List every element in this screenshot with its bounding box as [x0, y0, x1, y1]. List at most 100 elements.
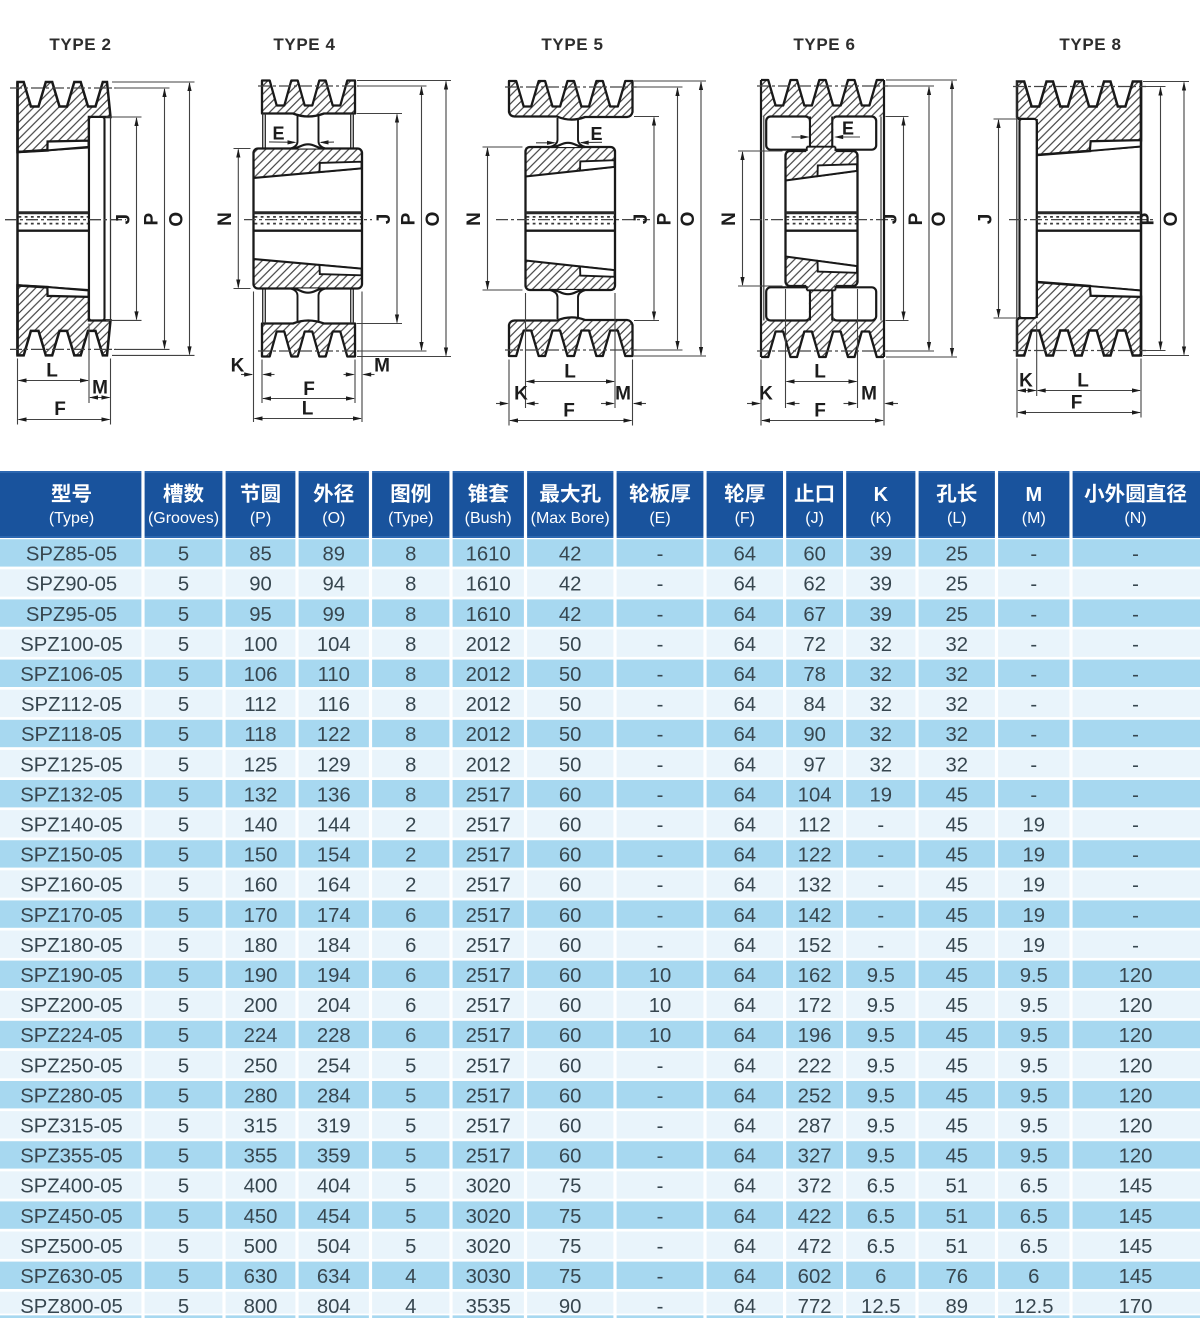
svg-text:6.5: 6.5 — [1020, 1206, 1048, 1228]
svg-text:SPZ95-05: SPZ95-05 — [26, 604, 117, 626]
svg-text:O: O — [1161, 212, 1182, 227]
svg-text:-: - — [1030, 784, 1037, 806]
svg-text:5: 5 — [178, 1206, 189, 1228]
svg-text:8: 8 — [405, 664, 416, 686]
svg-text:252: 252 — [798, 1085, 832, 1107]
svg-text:M: M — [1025, 484, 1042, 506]
svg-text:9.5: 9.5 — [1020, 995, 1048, 1017]
svg-text:(P): (P) — [250, 510, 271, 527]
svg-text:1610: 1610 — [466, 604, 511, 626]
svg-text:5: 5 — [178, 604, 189, 626]
svg-text:M: M — [615, 384, 631, 405]
svg-text:359: 359 — [317, 1146, 351, 1168]
svg-text:196: 196 — [798, 1025, 832, 1047]
svg-text:772: 772 — [798, 1296, 832, 1318]
svg-text:2517: 2517 — [466, 1116, 511, 1138]
svg-text:75: 75 — [559, 1266, 582, 1288]
svg-text:800: 800 — [244, 1296, 278, 1318]
svg-text:SPZ125-05: SPZ125-05 — [20, 754, 123, 776]
svg-text:SPZ85-05: SPZ85-05 — [26, 544, 117, 566]
svg-text:154: 154 — [317, 845, 351, 867]
svg-text:2: 2 — [405, 875, 416, 897]
svg-text:3020: 3020 — [466, 1176, 511, 1198]
svg-text:P: P — [906, 212, 927, 225]
svg-text:90: 90 — [559, 1296, 582, 1318]
svg-text:(Grooves): (Grooves) — [148, 510, 219, 527]
svg-text:84: 84 — [803, 694, 826, 716]
svg-text:136: 136 — [317, 784, 351, 806]
svg-text:104: 104 — [317, 634, 351, 656]
svg-text:-: - — [1030, 634, 1037, 656]
svg-text:45: 45 — [946, 995, 969, 1017]
svg-text:64: 64 — [734, 1236, 757, 1258]
svg-text:5: 5 — [405, 1055, 416, 1077]
svg-text:39: 39 — [870, 574, 893, 596]
svg-text:804: 804 — [317, 1296, 351, 1318]
svg-text:64: 64 — [734, 1176, 757, 1198]
svg-text:-: - — [657, 544, 664, 566]
svg-text:9.5: 9.5 — [1020, 965, 1048, 987]
svg-text:SPZ800-05: SPZ800-05 — [20, 1296, 123, 1318]
svg-text:32: 32 — [946, 664, 969, 686]
svg-text:145: 145 — [1119, 1176, 1153, 1198]
svg-text:8: 8 — [405, 784, 416, 806]
svg-text:60: 60 — [559, 995, 582, 1017]
svg-text:SPZ224-05: SPZ224-05 — [20, 1025, 123, 1047]
svg-text:32: 32 — [870, 754, 893, 776]
svg-text:2012: 2012 — [466, 664, 511, 686]
svg-text:142: 142 — [798, 905, 832, 927]
svg-text:SPZ90-05: SPZ90-05 — [26, 574, 117, 596]
svg-text:-: - — [1132, 544, 1139, 566]
svg-text:SPZ150-05: SPZ150-05 — [20, 845, 123, 867]
svg-text:2517: 2517 — [466, 965, 511, 987]
svg-text:504: 504 — [317, 1236, 351, 1258]
svg-text:F: F — [54, 399, 66, 420]
svg-text:L: L — [302, 399, 314, 420]
svg-text:120: 120 — [1119, 1055, 1153, 1077]
svg-text:60: 60 — [559, 875, 582, 897]
svg-text:64: 64 — [734, 815, 757, 837]
svg-text:132: 132 — [798, 875, 832, 897]
svg-text:355: 355 — [244, 1146, 278, 1168]
svg-text:-: - — [1132, 845, 1139, 867]
svg-text:32: 32 — [946, 754, 969, 776]
svg-text:634: 634 — [317, 1266, 351, 1288]
svg-text:O: O — [929, 212, 950, 227]
svg-text:85: 85 — [249, 544, 272, 566]
svg-text:64: 64 — [734, 875, 757, 897]
svg-text:SPZ100-05: SPZ100-05 — [20, 634, 123, 656]
svg-text:-: - — [657, 574, 664, 596]
svg-text:42: 42 — [559, 574, 582, 596]
svg-text:5: 5 — [178, 1236, 189, 1258]
svg-text:422: 422 — [798, 1206, 832, 1228]
svg-text:10: 10 — [649, 965, 672, 987]
svg-text:64: 64 — [734, 965, 757, 987]
svg-text:90: 90 — [803, 724, 826, 746]
svg-text:-: - — [657, 1146, 664, 1168]
svg-text:45: 45 — [946, 875, 969, 897]
svg-text:60: 60 — [559, 1116, 582, 1138]
svg-text:(N): (N) — [1124, 510, 1146, 527]
svg-text:5: 5 — [178, 664, 189, 686]
svg-text:60: 60 — [559, 815, 582, 837]
svg-text:19: 19 — [870, 784, 893, 806]
svg-text:(E): (E) — [649, 510, 670, 527]
svg-text:N: N — [215, 212, 236, 226]
svg-text:19: 19 — [1023, 875, 1046, 897]
svg-text:3020: 3020 — [466, 1206, 511, 1228]
svg-text:TYPE 5: TYPE 5 — [541, 35, 603, 54]
svg-text:104: 104 — [798, 784, 832, 806]
svg-text:120: 120 — [1119, 965, 1153, 987]
svg-text:-: - — [1132, 905, 1139, 927]
svg-text:E: E — [590, 124, 602, 144]
svg-text:SPZ190-05: SPZ190-05 — [20, 965, 123, 987]
svg-text:K: K — [1019, 371, 1033, 392]
svg-text:M: M — [861, 384, 877, 405]
svg-text:2517: 2517 — [466, 935, 511, 957]
svg-text:-: - — [1132, 694, 1139, 716]
svg-text:224: 224 — [244, 1025, 278, 1047]
svg-text:-: - — [1132, 604, 1139, 626]
svg-text:-: - — [877, 905, 884, 927]
svg-text:5: 5 — [178, 815, 189, 837]
svg-text:1610: 1610 — [466, 544, 511, 566]
